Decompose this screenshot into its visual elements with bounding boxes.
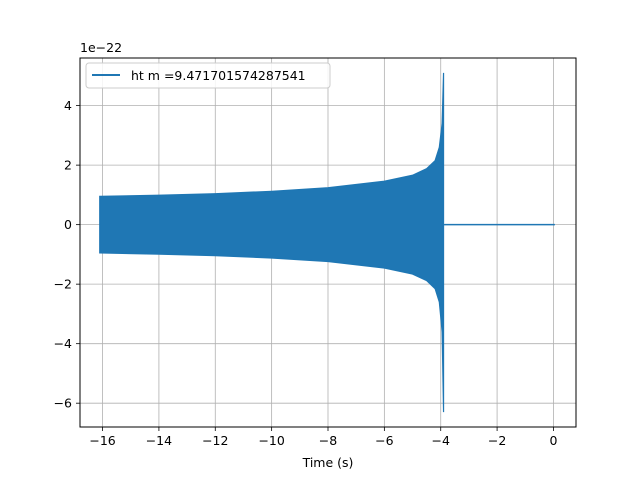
- y-tick-label: −2: [54, 277, 72, 292]
- x-tick-label: −12: [202, 433, 228, 448]
- y-tick-label: −4: [54, 336, 72, 351]
- x-tick-label: −16: [89, 433, 115, 448]
- x-tick-label: −8: [319, 433, 337, 448]
- y-tick-label: 0: [64, 217, 72, 232]
- legend: ht m =9.471701574287541: [85, 62, 331, 89]
- x-axis-label: Time (s): [302, 455, 354, 470]
- y-tick-label: 2: [64, 158, 72, 173]
- y-scale-label: 1e−22: [80, 40, 122, 55]
- x-tick-label: −6: [375, 433, 393, 448]
- x-tick-label: −4: [432, 433, 450, 448]
- x-tick-label: −14: [146, 433, 172, 448]
- waveform-envelope: [99, 72, 445, 413]
- y-tick-label: −6: [54, 396, 72, 411]
- legend-box: [85, 62, 331, 89]
- y-tick-label: 4: [64, 98, 72, 113]
- x-tick-label: −10: [258, 433, 284, 448]
- x-tick-label: 0: [549, 433, 557, 448]
- legend-entry: ht m =9.471701574287541: [131, 68, 306, 83]
- x-tick-label: −2: [488, 433, 506, 448]
